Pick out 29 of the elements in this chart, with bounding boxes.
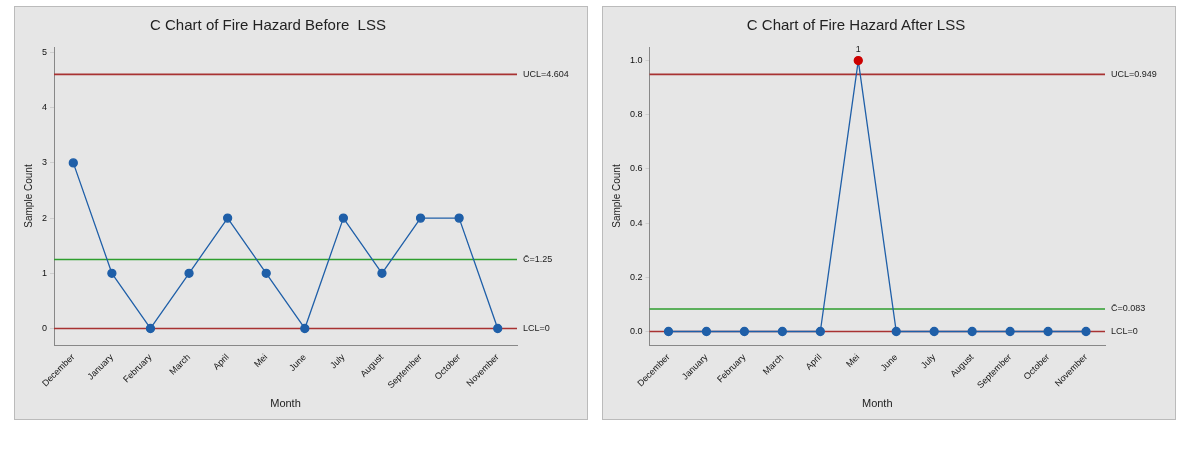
- ref-line-label: LCL=0: [523, 322, 550, 333]
- x-tick-label: Mei: [844, 351, 862, 370]
- y-tick-label: 0.6: [630, 163, 643, 174]
- y-tick-label: 1.0: [630, 55, 643, 66]
- y-tick-label: 1: [41, 267, 48, 278]
- y-tick-label: 4: [41, 102, 48, 113]
- ref-line-label: C̄=0.083: [1111, 303, 1146, 314]
- y-tick-label: 0.0: [630, 325, 643, 336]
- y-axis-title: Sample Count: [22, 164, 34, 228]
- y-tick-label: 0: [41, 322, 48, 333]
- annotation: 1: [855, 43, 861, 54]
- y-tick-label: 5: [41, 47, 48, 57]
- y-tick-label: 2: [41, 212, 48, 223]
- x-tick-label: July: [918, 351, 938, 371]
- ref-line-label: LCL=0: [1111, 325, 1138, 336]
- y-axis-title: Sample Count: [610, 164, 622, 228]
- x-tick-label: Mei: [252, 351, 270, 370]
- x-axis-title: Month: [861, 397, 893, 410]
- ref-line-label: UCL=0.949: [1111, 68, 1157, 79]
- y-tick-label: 3: [41, 157, 48, 168]
- x-axis-title: Month: [270, 397, 301, 410]
- ref-line-label: UCL=4.604: [523, 68, 569, 79]
- chart-title: C Chart of Fire Hazard After LSS: [746, 16, 966, 34]
- x-tick-label: July: [328, 351, 347, 371]
- chart-title: C Chart of Fire Hazard Before LSS: [150, 16, 386, 34]
- y-tick-label: 0.4: [630, 217, 643, 228]
- ref-line-label: C̄=1.25: [523, 253, 553, 264]
- y-tick-label: 0.2: [630, 271, 643, 282]
- y-tick-label: 0.8: [630, 109, 643, 120]
